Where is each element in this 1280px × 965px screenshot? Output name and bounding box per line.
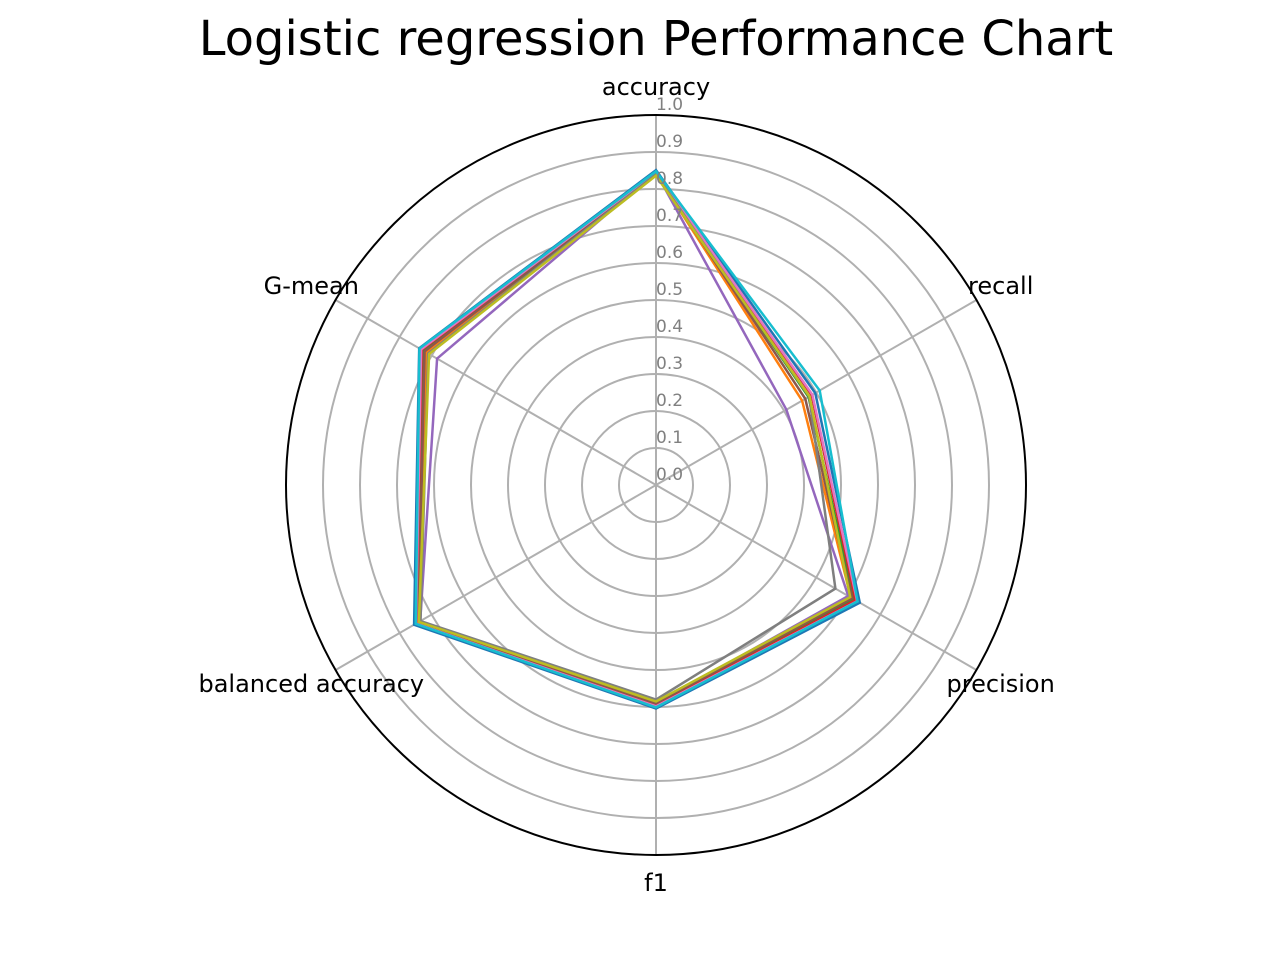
axis-spoke: [335, 484, 657, 671]
r-tick-label: 0.8: [656, 169, 683, 189]
axis-label-balanced-accuracy: balanced accuracy: [198, 670, 424, 698]
r-tick-label: 0.2: [656, 391, 683, 411]
series-line-2: [418, 171, 853, 704]
radial-tick-labels: 0.0 0.1 0.2 0.3 0.4 0.5 0.6 0.7 0.8 0.9 1.0: [656, 95, 683, 485]
series-line-6: [417, 170, 854, 705]
grid: [285, 114, 1027, 856]
r-tick-label: 0.6: [656, 243, 683, 263]
axis-label-g-mean: G-mean: [264, 272, 359, 300]
series-line-9: [417, 173, 852, 703]
r-tick-label: 0.5: [656, 280, 683, 300]
r-tick-label: 0.4: [656, 317, 683, 337]
series-line-5: [418, 170, 850, 705]
r-tick-label: 1.0: [656, 95, 683, 115]
series-line-10: [414, 169, 859, 709]
r-tick-label: 0.1: [656, 428, 683, 448]
axis-spoke: [335, 299, 657, 486]
polar-frame: [285, 114, 1027, 856]
r-tick-label: 0.9: [656, 132, 683, 152]
series-line-7: [414, 170, 859, 708]
axis-label-precision: precision: [947, 670, 1055, 698]
axis-label-f1: f1: [644, 869, 668, 897]
axis-labels: accuracy recall precision f1 balanced accura…: [198, 73, 1054, 897]
axis-spoke: [655, 484, 977, 671]
axis-label-accuracy: accuracy: [602, 73, 710, 101]
r-tick-label: 0.7: [656, 206, 683, 226]
series-layer: [412, 168, 862, 710]
r-tick-label: 0.0: [656, 465, 683, 485]
axis-label-recall: recall: [968, 272, 1033, 300]
chart-title: Logistic regression Performance Chart: [199, 11, 1114, 67]
series-line-4: [415, 170, 857, 708]
r-tick-label: 0.3: [656, 354, 683, 374]
